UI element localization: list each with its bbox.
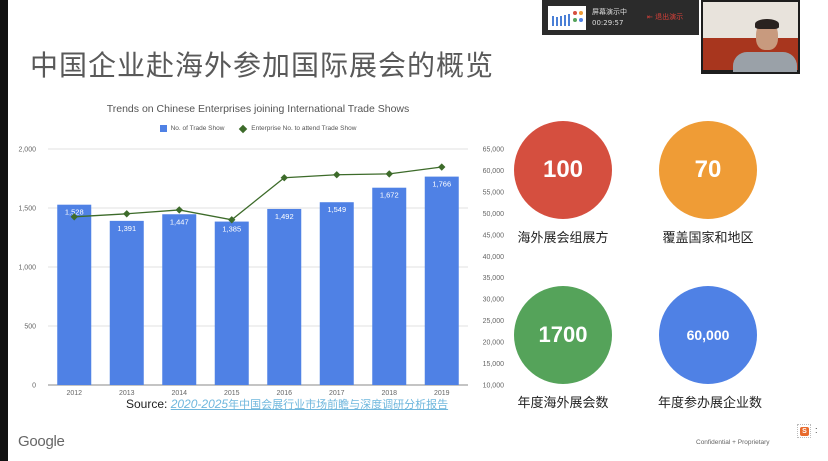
svg-text:1,528: 1,528 [65, 208, 84, 217]
line-point-diamond-icon [438, 163, 446, 171]
svg-text:25,000: 25,000 [483, 318, 505, 325]
sogou-ime-icon[interactable]: S [797, 424, 811, 438]
svg-text:1,492: 1,492 [275, 212, 294, 221]
stat-label: 海外展会组展方 [517, 231, 609, 246]
plot-area: 0 500 1,000 1,500 2,000 10,000 15,000 20,000 25,… [18, 147, 505, 398]
stat-label: 覆盖国家和地区 [662, 231, 754, 246]
stat-circle: 1700 [514, 286, 612, 384]
svg-text:1,672: 1,672 [380, 191, 399, 200]
bar-2019 [424, 176, 459, 385]
svg-text:2017: 2017 [329, 390, 345, 397]
svg-text:10,000: 10,000 [483, 383, 505, 390]
confidential-label: Confidential + Proprietary [696, 439, 770, 446]
line-point-diamond-icon [333, 171, 341, 179]
slide: 中国企业赴海外参加国际展会的概览 Trends on Chinese Enter… [8, 0, 828, 461]
svg-text:1,447: 1,447 [170, 217, 189, 226]
legend-bar-label: No. of Trade Show [170, 125, 225, 132]
source-citation: Source: 2020-2025年中国会展行业市场前瞻与深度调研分析报告 [126, 397, 496, 412]
source-link[interactable]: 2020-2025年中国会展行业市场前瞻与深度调研分析报告 [170, 397, 449, 412]
svg-text:1,549: 1,549 [327, 205, 346, 214]
svg-text:0: 0 [32, 383, 36, 390]
bar-2016 [267, 208, 302, 385]
svg-text:2015: 2015 [224, 390, 240, 397]
bar-2017 [319, 202, 354, 385]
screen-edge [0, 0, 8, 461]
presenting-timer: 00:29:57 [592, 19, 624, 27]
exit-presentation-button[interactable]: ⇤ 退出演示 [647, 12, 683, 22]
bar-2014 [162, 214, 197, 385]
svg-text:2014: 2014 [171, 390, 187, 397]
svg-text:20,000: 20,000 [483, 340, 505, 347]
presenting-status: 屏幕演示中 00:29:57 [592, 7, 627, 29]
svg-text:1,391: 1,391 [117, 224, 136, 233]
bar-2018 [372, 187, 407, 385]
exit-label: 退出演示 [655, 13, 684, 21]
svg-text:55,000: 55,000 [483, 189, 505, 196]
svg-text:1,500: 1,500 [18, 206, 36, 213]
svg-text:65,000: 65,000 [483, 147, 505, 154]
line-point-diamond-icon [228, 216, 236, 224]
bar-2012 [57, 204, 92, 385]
svg-text:2012: 2012 [66, 390, 82, 397]
svg-text:1,000: 1,000 [18, 265, 36, 272]
line-point-diamond-icon [175, 206, 183, 214]
presenter-video [733, 52, 797, 72]
svg-text:60,000: 60,000 [483, 168, 505, 175]
stat-label: 年度参办展企业数 [658, 396, 763, 411]
svg-text:2019: 2019 [434, 390, 450, 397]
webcam-preview[interactable] [701, 0, 800, 74]
bar-2013 [109, 220, 144, 385]
svg-text:40,000: 40,000 [483, 254, 505, 261]
svg-text:1,385: 1,385 [222, 225, 241, 234]
svg-text:2016: 2016 [276, 390, 292, 397]
slide-thumbnail[interactable] [548, 6, 586, 30]
combo-chart: Trends on Chinese Enterprises joining In… [8, 95, 508, 400]
legend-bar-swatch-icon [159, 125, 167, 132]
legend-line-label: Enterprise No. to attend Trade Show [251, 125, 357, 132]
stat-label: 年度海外展会数 [517, 396, 609, 411]
stat-circle: 70 [659, 121, 757, 219]
svg-text:15,000: 15,000 [483, 361, 505, 368]
svg-text:35,000: 35,000 [483, 275, 505, 282]
stat-circle: 100 [514, 121, 612, 219]
ime-more-icon[interactable]: : [815, 425, 818, 435]
bar-2015 [214, 221, 249, 385]
svg-text:1,766: 1,766 [432, 180, 451, 189]
line-point-diamond-icon [385, 170, 393, 178]
source-prefix: Source: [126, 397, 171, 411]
stat-circle: 60,000 [659, 286, 757, 384]
svg-text:2013: 2013 [119, 390, 135, 397]
svg-text:30,000: 30,000 [483, 297, 505, 304]
exit-icon: ⇤ [647, 13, 653, 21]
stat-annual-shows: 1700 年度海外展会数 [513, 286, 613, 411]
svg-text:500: 500 [24, 324, 36, 331]
presenter-bar: 屏幕演示中 00:29:57 ⇤ 退出演示 [542, 0, 699, 35]
stat-organizers: 100 海外展会组展方 [513, 121, 613, 246]
google-logo: Google [18, 433, 65, 450]
svg-text:50,000: 50,000 [483, 211, 505, 218]
chart-legend: No. of Trade Show Enterprise No. to atte… [8, 124, 508, 133]
svg-text:45,000: 45,000 [483, 232, 505, 239]
line-point-diamond-icon [280, 174, 288, 182]
svg-text:2018: 2018 [381, 390, 397, 397]
svg-text:2,000: 2,000 [18, 147, 36, 154]
slide-title: 中国企业赴海外参加国际展会的概览 [30, 49, 495, 82]
stat-countries: 70 覆盖国家和地区 [658, 121, 758, 246]
chart-title: Trends on Chinese Enterprises joining In… [106, 103, 410, 115]
line-point-diamond-icon [123, 210, 131, 218]
stat-annual-enterprises: 60,000 年度参办展企业数 [658, 286, 763, 411]
presenting-label: 屏幕演示中 [592, 8, 627, 16]
